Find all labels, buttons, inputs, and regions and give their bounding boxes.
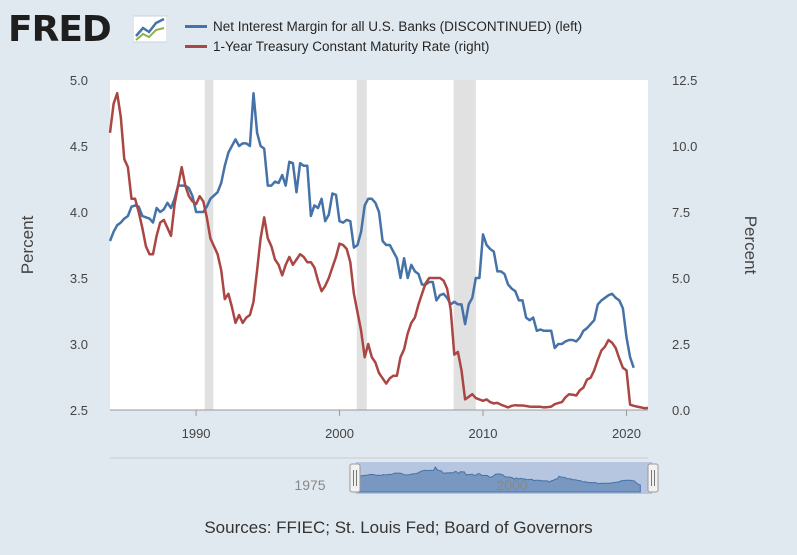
right-axis-tick-label: 12.5 bbox=[672, 73, 697, 88]
x-axis-tick-label: 2010 bbox=[469, 426, 498, 441]
left-axis-ticks: 2.5 3.0 3.5 4.0 4.5 5.0 bbox=[70, 73, 88, 418]
left-axis-tick-label: 3.0 bbox=[70, 337, 88, 352]
navigator-series-area bbox=[357, 466, 641, 493]
drag-handle-icon[interactable] bbox=[349, 463, 361, 493]
right-axis-ticks: 0.0 2.5 5.0 7.5 10.0 12.5 bbox=[672, 73, 697, 418]
right-axis-tick-label: 5.0 bbox=[672, 271, 690, 286]
right-axis-title: Percent bbox=[741, 216, 760, 275]
legend-label: Net Interest Margin for all U.S. Banks (… bbox=[213, 18, 583, 34]
plot-area bbox=[110, 80, 648, 410]
series-line-treasury-rate[interactable] bbox=[108, 91, 649, 410]
left-axis-tick-label: 5.0 bbox=[70, 73, 88, 88]
left-axis-tick-label: 4.5 bbox=[70, 139, 88, 154]
series-lines[interactable] bbox=[108, 91, 649, 410]
recession-bands bbox=[204, 80, 476, 410]
range-navigator[interactable]: 1975 2000 bbox=[110, 457, 659, 494]
x-axis-tick-label: 2020 bbox=[612, 426, 641, 441]
right-axis-tick-label: 10.0 bbox=[672, 139, 697, 154]
fred-logo[interactable]: FRED bbox=[8, 9, 112, 50]
recession-band bbox=[204, 80, 214, 410]
navigator-start-label: 1975 bbox=[294, 477, 325, 493]
x-axis-ticks: 1990 2000 2010 2020 bbox=[182, 410, 641, 441]
recession-band bbox=[356, 80, 367, 410]
left-axis-tick-label: 4.0 bbox=[70, 205, 88, 220]
x-axis-tick-label: 2000 bbox=[325, 426, 354, 441]
legend-item-net-interest-margin[interactable]: Net Interest Margin for all U.S. Banks (… bbox=[185, 16, 582, 36]
fred-chart-logo-icon bbox=[133, 15, 167, 43]
left-axis-tick-label: 3.5 bbox=[70, 271, 88, 286]
legend-swatch-blue bbox=[185, 24, 207, 28]
sources-footer: Sources: FFIEC; St. Louis Fed; Board of … bbox=[204, 518, 593, 537]
left-axis-title: Percent bbox=[18, 215, 37, 274]
left-axis-tick-label: 2.5 bbox=[70, 403, 88, 418]
chart-header: FRED Net Interest Margin for all U.S. Ba… bbox=[0, 0, 797, 62]
legend-label: 1-Year Treasury Constant Maturity Rate (… bbox=[213, 38, 490, 54]
right-axis-tick-label: 7.5 bbox=[672, 205, 690, 220]
navigator-mid-label: 2000 bbox=[496, 477, 527, 493]
legend-swatch-red bbox=[185, 44, 207, 48]
right-axis-tick-label: 0.0 bbox=[672, 403, 690, 418]
series-line-net-interest-margin[interactable] bbox=[108, 91, 635, 369]
legend-item-treasury-rate[interactable]: 1-Year Treasury Constant Maturity Rate (… bbox=[185, 36, 489, 56]
drag-handle-icon[interactable] bbox=[647, 463, 659, 493]
x-axis-tick-label: 1990 bbox=[182, 426, 211, 441]
right-axis-tick-label: 2.5 bbox=[672, 337, 690, 352]
recession-band bbox=[453, 80, 476, 410]
